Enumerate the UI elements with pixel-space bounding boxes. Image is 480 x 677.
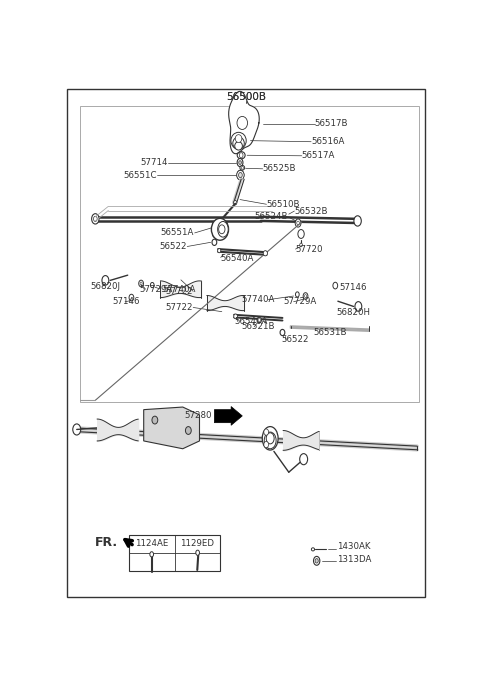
Text: 56820H: 56820H <box>336 307 370 317</box>
Ellipse shape <box>231 132 246 149</box>
Circle shape <box>213 221 217 227</box>
Ellipse shape <box>264 441 269 447</box>
Ellipse shape <box>262 427 278 450</box>
Text: 56540A: 56540A <box>234 317 267 326</box>
Text: 57729A: 57729A <box>283 297 316 306</box>
Circle shape <box>258 318 261 322</box>
Ellipse shape <box>237 171 244 180</box>
Text: 1430AK: 1430AK <box>337 542 371 551</box>
Circle shape <box>73 424 81 435</box>
Circle shape <box>240 153 243 158</box>
Circle shape <box>196 550 200 555</box>
Ellipse shape <box>185 427 191 435</box>
Circle shape <box>300 454 308 464</box>
Circle shape <box>296 292 299 297</box>
Circle shape <box>313 556 320 565</box>
Ellipse shape <box>263 250 267 256</box>
Text: 57722: 57722 <box>166 287 193 296</box>
Circle shape <box>150 552 154 557</box>
Ellipse shape <box>217 248 221 253</box>
Circle shape <box>355 302 362 311</box>
Circle shape <box>239 160 241 165</box>
Bar <box>81 106 419 402</box>
Circle shape <box>298 230 304 238</box>
Ellipse shape <box>233 137 244 150</box>
Circle shape <box>129 294 134 301</box>
Text: 57722: 57722 <box>165 303 192 312</box>
Ellipse shape <box>211 219 228 240</box>
Circle shape <box>241 167 243 169</box>
Circle shape <box>94 216 97 221</box>
Text: 56521B: 56521B <box>241 322 275 331</box>
Circle shape <box>239 173 242 177</box>
Text: 56522: 56522 <box>281 335 309 344</box>
Circle shape <box>354 216 361 226</box>
Polygon shape <box>228 91 259 154</box>
Text: 1124AE: 1124AE <box>135 540 168 548</box>
Circle shape <box>266 433 274 444</box>
Circle shape <box>300 243 302 247</box>
Text: 57146: 57146 <box>339 283 367 292</box>
Ellipse shape <box>264 429 269 435</box>
Text: 56525B: 56525B <box>263 165 296 173</box>
Text: 56540A: 56540A <box>221 254 254 263</box>
Text: 56820J: 56820J <box>91 282 120 290</box>
Ellipse shape <box>257 318 262 323</box>
Text: 56551A: 56551A <box>160 228 194 238</box>
Ellipse shape <box>264 432 276 449</box>
Text: 57729A: 57729A <box>139 285 172 294</box>
Text: 1129ED: 1129ED <box>180 540 214 548</box>
Circle shape <box>92 214 99 224</box>
Circle shape <box>303 292 308 299</box>
Circle shape <box>213 232 217 238</box>
Text: 56510B: 56510B <box>266 200 300 209</box>
Text: 57720: 57720 <box>296 244 323 254</box>
Text: 57740A: 57740A <box>162 285 196 294</box>
Ellipse shape <box>240 165 245 170</box>
Polygon shape <box>144 407 200 449</box>
Text: FR.: FR. <box>96 536 119 549</box>
Circle shape <box>295 219 301 227</box>
Circle shape <box>140 282 142 285</box>
Circle shape <box>315 559 318 563</box>
Circle shape <box>150 282 154 288</box>
Ellipse shape <box>152 416 158 424</box>
Ellipse shape <box>237 116 248 129</box>
Text: 56517B: 56517B <box>315 119 348 129</box>
Ellipse shape <box>235 141 242 150</box>
Ellipse shape <box>280 330 285 336</box>
Text: 57146: 57146 <box>112 297 140 306</box>
Text: 56531B: 56531B <box>314 328 347 337</box>
Text: 57714: 57714 <box>140 158 168 167</box>
Circle shape <box>234 200 237 205</box>
Ellipse shape <box>212 239 217 246</box>
Text: 56532B: 56532B <box>294 206 328 215</box>
Text: 56522: 56522 <box>160 242 187 251</box>
Circle shape <box>237 171 244 180</box>
Text: 56516A: 56516A <box>311 137 345 146</box>
Bar <box>129 535 220 571</box>
Text: 57740A: 57740A <box>241 295 275 304</box>
Text: 56551C: 56551C <box>123 171 156 179</box>
Ellipse shape <box>235 135 242 142</box>
Ellipse shape <box>234 314 238 319</box>
Text: 57280: 57280 <box>185 412 212 420</box>
Polygon shape <box>215 406 242 425</box>
Ellipse shape <box>237 152 245 159</box>
Circle shape <box>333 282 337 289</box>
Circle shape <box>237 158 243 167</box>
Text: 56524B: 56524B <box>254 213 288 221</box>
Text: 1313DA: 1313DA <box>337 555 372 565</box>
Text: 56517A: 56517A <box>302 151 335 160</box>
Ellipse shape <box>217 221 228 237</box>
Circle shape <box>219 225 225 234</box>
Text: 56500B: 56500B <box>226 92 266 102</box>
Circle shape <box>297 221 300 225</box>
Circle shape <box>304 294 307 297</box>
Circle shape <box>139 280 144 287</box>
Text: 56500B: 56500B <box>226 92 266 102</box>
Circle shape <box>102 276 109 285</box>
Ellipse shape <box>312 548 314 551</box>
